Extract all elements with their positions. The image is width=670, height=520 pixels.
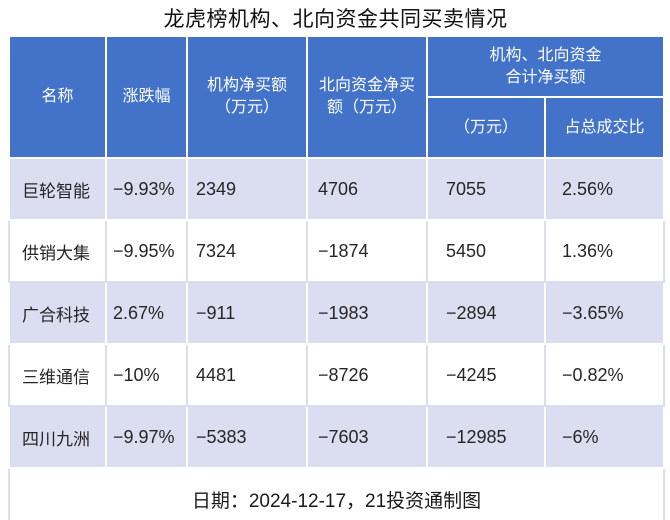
cell-inst-net-buy: −5383 [186, 405, 308, 469]
table-row: 三维通信 −10% 4481 −8726 −4245 −0.82% [8, 343, 666, 407]
table-row: 广合科技 2.67% −911 −1983 −2894 −3.65% [8, 281, 666, 345]
cell-change: −9.97% [105, 405, 188, 469]
header-row-top: 名称 涨跌幅 机构净买额 （万元） 北向资金净买 额（万元） 机构、北向资金 合… [8, 35, 666, 159]
cell-north-net-buy: 4706 [306, 157, 428, 221]
cell-change: 2.67% [105, 281, 188, 345]
cell-north-net-buy: −1983 [306, 281, 428, 345]
cell-combined-pct: −3.65% [543, 281, 666, 345]
data-table: 名称 涨跌幅 机构净买额 （万元） 北向资金净买 额（万元） 机构、北向资金 合… [7, 35, 666, 520]
cell-name: 四川九洲 [8, 405, 107, 469]
header-inst-net-buy: 机构净买额 （万元） [186, 35, 308, 159]
cell-change: −9.93% [105, 157, 188, 221]
table-footer: 日期：2024-12-17，21投资通制图 [7, 467, 666, 520]
header-change: 涨跌幅 [105, 35, 188, 159]
cell-name: 巨轮智能 [8, 157, 107, 221]
header-north-net-buy: 北向资金净买 额（万元） [306, 35, 428, 159]
cell-inst-net-buy: −911 [186, 281, 308, 345]
cell-name: 供销大集 [8, 219, 107, 283]
table-row: 四川九洲 −9.97% −5383 −7603 −12985 −6% [8, 405, 666, 469]
table-row: 巨轮智能 −9.93% 2349 4706 7055 2.56% [8, 157, 666, 221]
header-row-sub: （万元） 占总成交比 [9, 96, 666, 159]
cell-combined-wan: −4245 [426, 343, 546, 407]
source-note: 日期：2024-12-17，21投资通制图 [7, 467, 666, 520]
table-header: 名称 涨跌幅 机构净买额 （万元） 北向资金净买 额（万元） 机构、北向资金 合… [8, 35, 666, 159]
header-combined-wan: （万元） [426, 96, 546, 159]
cell-combined-pct: 2.56% [543, 157, 666, 221]
cell-north-net-buy: −1874 [306, 219, 428, 283]
cell-combined-wan: −12985 [426, 405, 546, 469]
table-body: 巨轮智能 −9.93% 2349 4706 7055 2.56% 供销大集 −9… [8, 157, 666, 469]
table-row: 供销大集 −9.95% 7324 −1874 5450 1.36% [8, 219, 666, 283]
cell-combined-pct: 1.36% [543, 219, 666, 283]
cell-inst-net-buy: 7324 [186, 219, 308, 283]
cell-combined-pct: −6% [543, 405, 666, 469]
header-combined-pct: 占总成交比 [543, 96, 666, 159]
cell-change: −10% [105, 343, 188, 407]
cell-combined-pct: −0.82% [543, 343, 666, 407]
footer-row: 日期：2024-12-17，21投资通制图 [7, 467, 666, 520]
cell-name: 广合科技 [8, 281, 107, 345]
cell-change: −9.95% [105, 219, 188, 283]
header-name: 名称 [8, 35, 107, 159]
cell-inst-net-buy: 4481 [186, 343, 308, 407]
header-combined-net-buy: 机构、北向资金 合计净买额 [425, 35, 666, 98]
cell-combined-wan: −2894 [426, 281, 546, 345]
cell-inst-net-buy: 2349 [186, 157, 308, 221]
cell-north-net-buy: −7603 [306, 405, 428, 469]
cell-combined-wan: 5450 [426, 219, 546, 283]
cell-combined-wan: 7055 [426, 157, 546, 221]
page-title: 龙虎榜机构、北向资金共同买卖情况 [163, 8, 508, 31]
cell-north-net-buy: −8726 [306, 343, 428, 407]
cell-name: 三维通信 [8, 343, 107, 407]
